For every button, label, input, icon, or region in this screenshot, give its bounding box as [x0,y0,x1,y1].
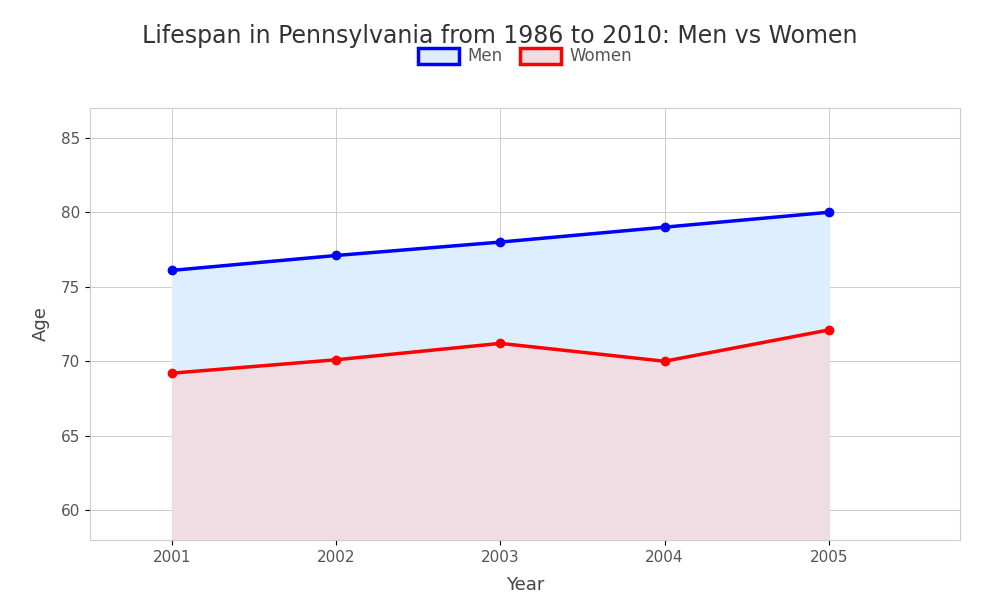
Text: Lifespan in Pennsylvania from 1986 to 2010: Men vs Women: Lifespan in Pennsylvania from 1986 to 20… [142,24,858,48]
Legend: Men, Women: Men, Women [411,41,639,72]
Y-axis label: Age: Age [32,307,50,341]
X-axis label: Year: Year [506,576,544,594]
